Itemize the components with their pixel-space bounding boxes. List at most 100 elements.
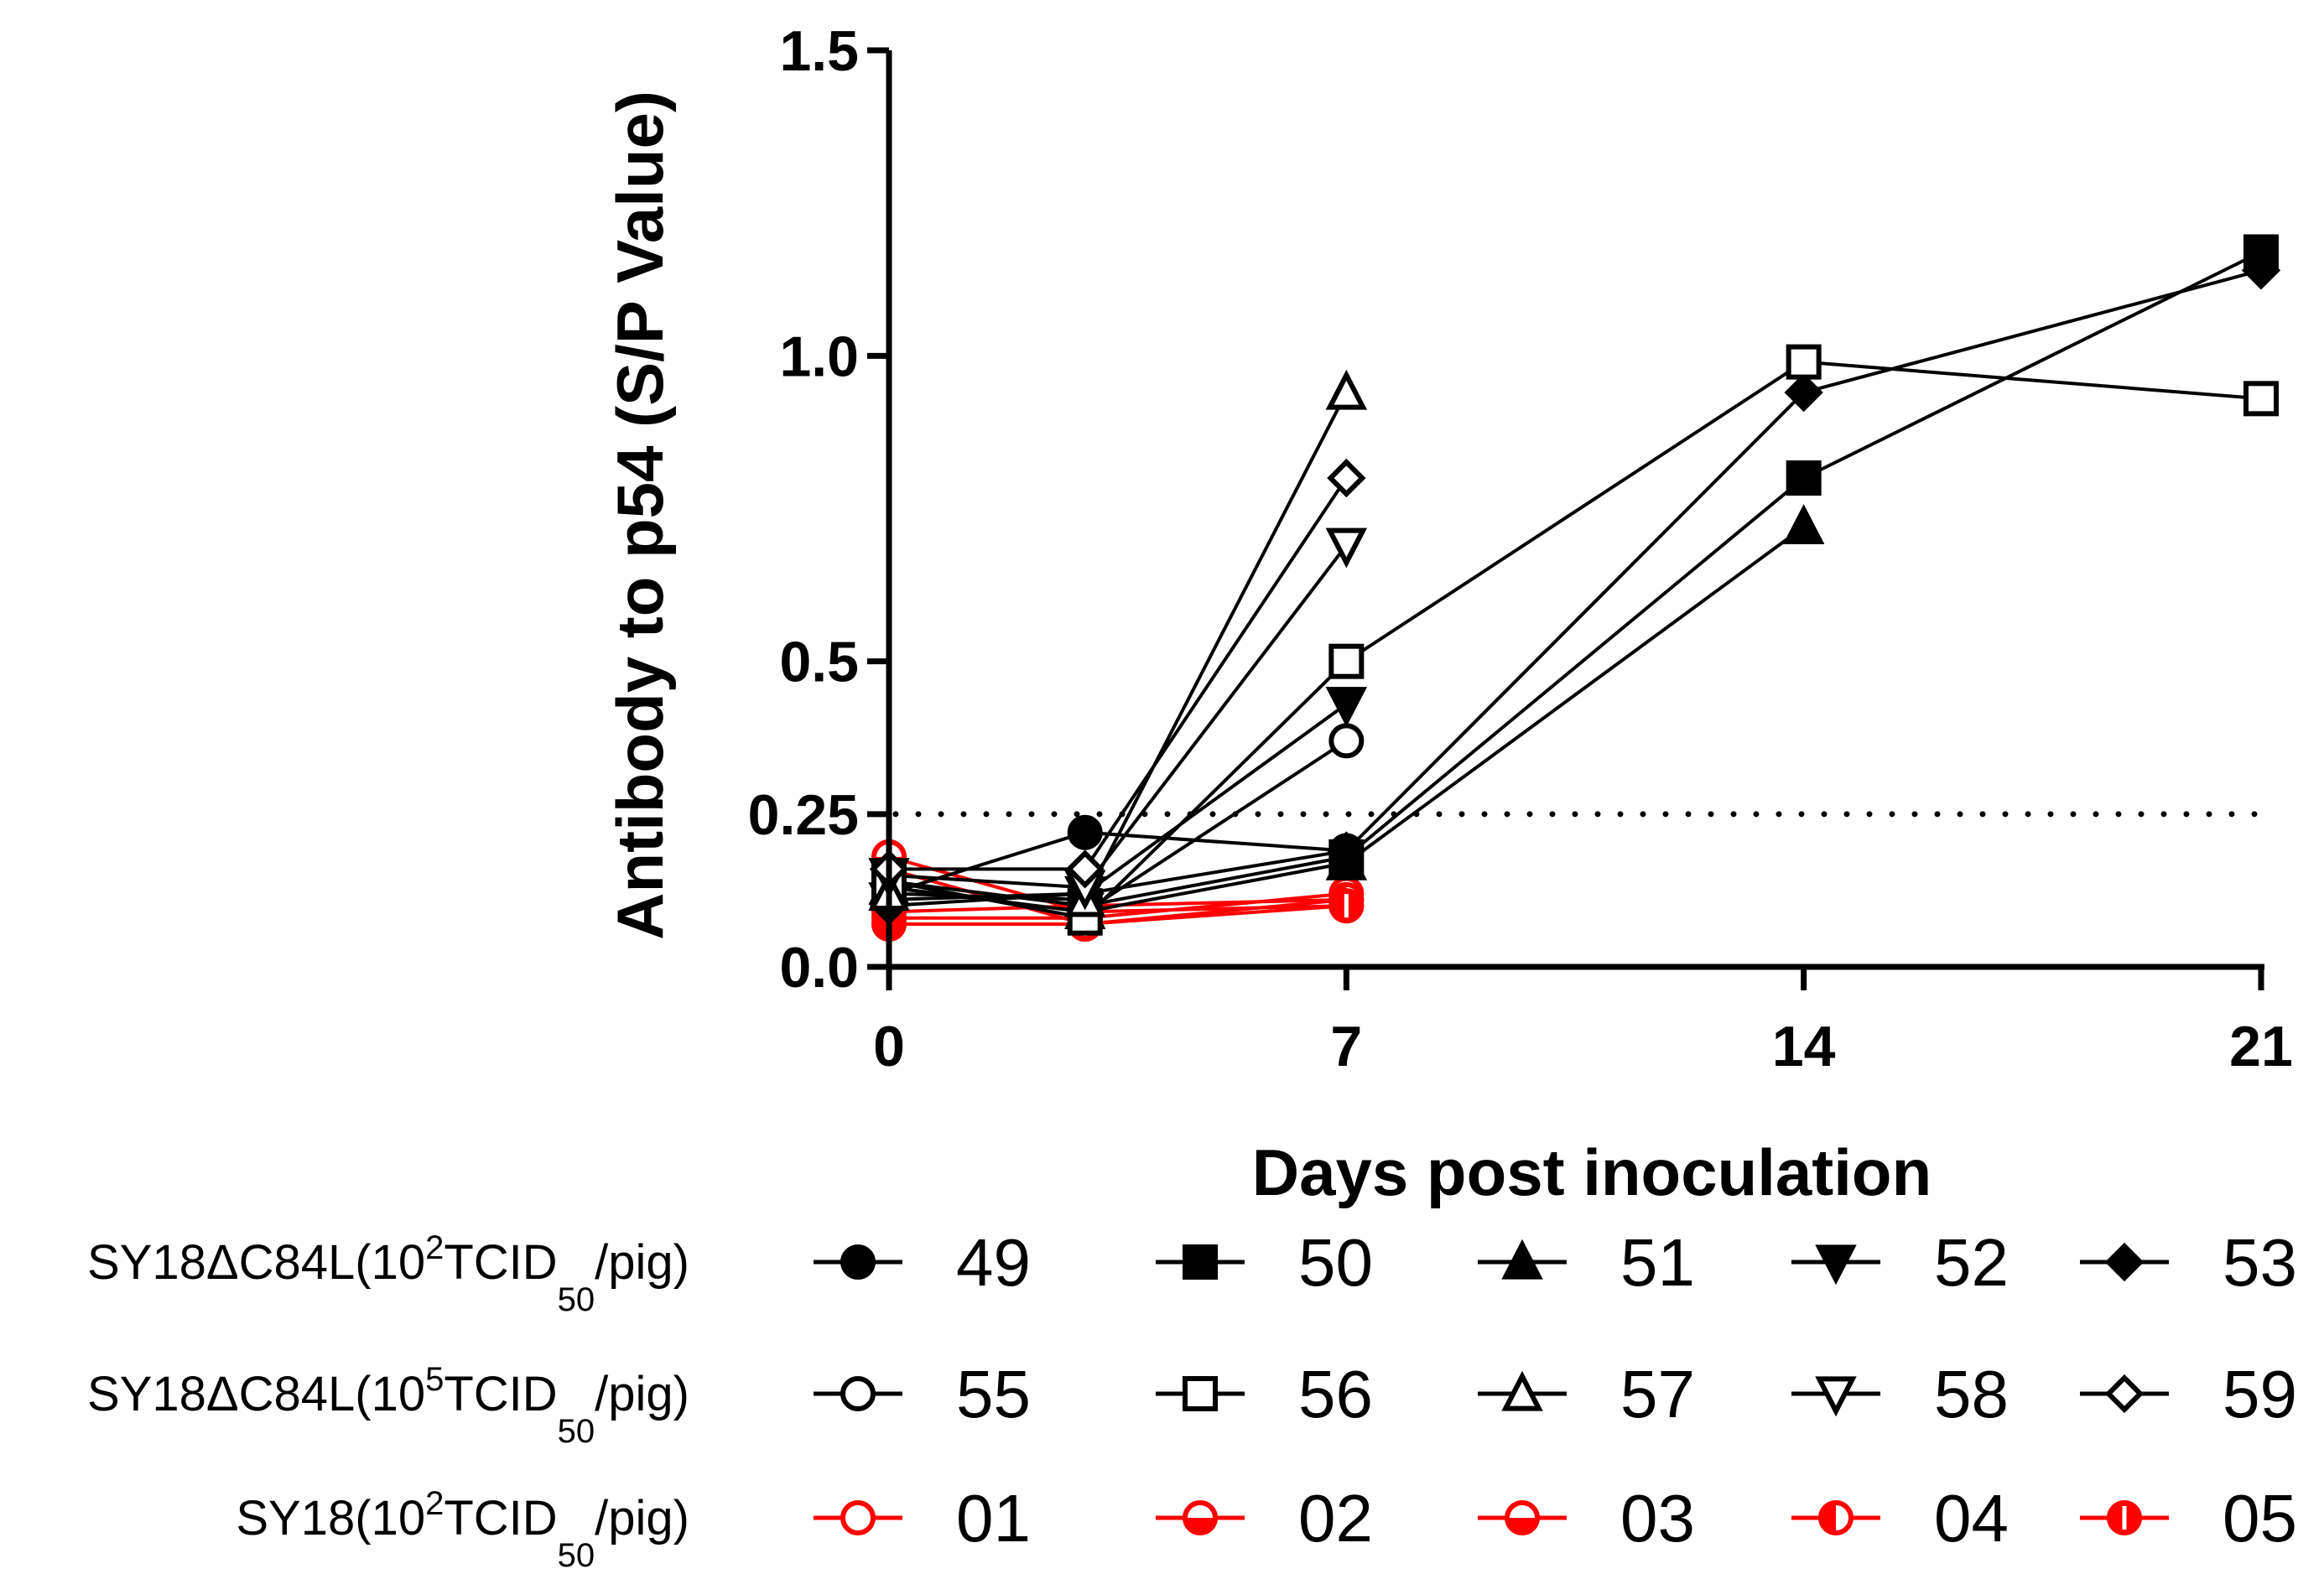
- data-point-50: [1786, 460, 1822, 496]
- data-point-57: [1325, 369, 1368, 410]
- data-point-53: [1327, 831, 1366, 870]
- legend-superscript: 2: [425, 1229, 444, 1266]
- legend-marker-03-fill: [1507, 1518, 1537, 1533]
- legend-item-59: 59: [2080, 1357, 2297, 1431]
- legend-marker-02-fill: [1185, 1518, 1215, 1533]
- data-point-56: [1786, 344, 1822, 380]
- series-markers-52: [868, 687, 1368, 923]
- legend-label-part: TCID: [444, 1235, 557, 1290]
- series-57: [888, 392, 1349, 901]
- legend-marker-50: [1183, 1244, 1218, 1280]
- series-53: [888, 268, 2262, 908]
- plot-area: [868, 234, 2281, 942]
- data-point-53: [1784, 372, 1823, 413]
- legend-marker-53: [2104, 1242, 2145, 1282]
- y-tick-label: 0.5: [779, 631, 859, 694]
- legend-group-label: SY18ΔC84L(105TCID50/pig): [87, 1361, 689, 1450]
- series-line-57: [888, 392, 1349, 901]
- legend-label-part: /pig): [595, 1367, 689, 1421]
- legend-series-name: 52: [1934, 1225, 2009, 1300]
- x-tick-label: 0: [873, 1015, 905, 1078]
- legend-marker-52: [1815, 1244, 1857, 1286]
- x-tick-label: 21: [2229, 1015, 2293, 1078]
- series-line-50: [888, 250, 2262, 908]
- legend-series-name: 05: [2223, 1481, 2297, 1556]
- legend-series-name: 49: [956, 1225, 1031, 1300]
- legend-marker-55: [840, 1376, 876, 1411]
- y-tick-label: 0.25: [748, 783, 859, 847]
- legend-item-03: 03: [1478, 1481, 1695, 1556]
- x-tick-label: 14: [1772, 1015, 1836, 1078]
- legend-label-part: SY18ΔC84L(10: [87, 1235, 425, 1290]
- legend-subscript: 50: [558, 1413, 595, 1450]
- data-point-52: [1325, 687, 1368, 727]
- legend-label-part: SY18(10: [236, 1491, 425, 1545]
- data-point-56: [2243, 381, 2279, 417]
- legend-group-label: SY18ΔC84L(102TCID50/pig): [87, 1229, 689, 1318]
- legend-item-56: 56: [1156, 1357, 1373, 1431]
- y-tick-label: 0.0: [779, 936, 859, 1000]
- legend-item-02: 02: [1156, 1481, 1373, 1556]
- legend-marker-51: [1501, 1239, 1543, 1280]
- series-59: [889, 476, 1348, 871]
- data-point-59: [1327, 458, 1366, 498]
- legend-group-label: SY18(102TCID50/pig): [236, 1485, 689, 1570]
- y-axis-title: Antibody to p54 (S/P Value): [603, 91, 677, 940]
- legend-label-part: SY18ΔC84L(10: [87, 1367, 425, 1421]
- legend-series-name: 55: [956, 1357, 1031, 1431]
- data-point-59: [1065, 849, 1105, 889]
- legend-series-name: 59: [2223, 1357, 2297, 1431]
- data-point-53: [2241, 251, 2281, 290]
- legend-superscript: 5: [425, 1361, 444, 1398]
- legend-series-name: 53: [2223, 1225, 2297, 1300]
- data-point-55: [1328, 723, 1365, 759]
- legend-superscript: 2: [425, 1485, 444, 1522]
- data-point-58: [1325, 527, 1368, 569]
- legend-marker-04-fill: [1821, 1503, 1836, 1533]
- legend-label-part: TCID: [444, 1367, 557, 1421]
- series-50: [888, 250, 2262, 908]
- series-line-59: [889, 476, 1348, 871]
- legend-marker-59: [2104, 1374, 2145, 1414]
- legend-item-04: 04: [1791, 1481, 2009, 1556]
- legend-item-52: 52: [1791, 1225, 2009, 1300]
- legend-item-49: 49: [814, 1225, 1031, 1300]
- legend-item-57: 57: [1478, 1357, 1695, 1431]
- legend-series-name: 58: [1934, 1357, 2009, 1431]
- legend-series-name: 04: [1934, 1481, 2009, 1556]
- legend-item-01: 01: [814, 1481, 1031, 1556]
- legend-series-name: 50: [1298, 1225, 1373, 1300]
- legend-series-name: 51: [1620, 1225, 1695, 1300]
- data-point-56: [1328, 643, 1365, 679]
- legend-series-name: 02: [1298, 1481, 1373, 1556]
- legend-marker-49: [840, 1244, 876, 1280]
- legend-item-50: 50: [1156, 1225, 1373, 1300]
- legend-series-name: 03: [1620, 1481, 1695, 1556]
- legend-subscript: 50: [558, 1537, 595, 1570]
- y-tick-label: 1.0: [779, 325, 859, 388]
- legend-series-name: 01: [956, 1481, 1031, 1556]
- legend-label-part: TCID: [444, 1491, 557, 1545]
- legend-marker-01: [840, 1500, 876, 1535]
- series-line-53: [888, 268, 2262, 908]
- x-axis-title: Days post inoculation: [1252, 1135, 1931, 1209]
- legend-subscript: 50: [558, 1281, 595, 1318]
- legend-item-55: 55: [814, 1357, 1031, 1431]
- legend-item-51: 51: [1478, 1225, 1695, 1300]
- legend-series-name: 56: [1298, 1357, 1373, 1431]
- x-tick-label: 7: [1330, 1015, 1362, 1078]
- data-point-49: [1067, 814, 1103, 850]
- legend-marker-58: [1815, 1376, 1857, 1417]
- legend-item-53: 53: [2080, 1225, 2297, 1300]
- legend-marker-56: [1183, 1376, 1218, 1411]
- legend: SY18ΔC84L(102TCID50/pig)SY18ΔC84L(105TCI…: [87, 1225, 2297, 1574]
- legend-item-58: 58: [1791, 1357, 2009, 1431]
- legend-label-part: /pig): [595, 1491, 689, 1545]
- data-point-51: [1782, 504, 1825, 544]
- legend-marker-57: [1501, 1370, 1543, 1411]
- legend-series-name: 57: [1620, 1357, 1695, 1431]
- legend-item-05: 05: [2080, 1481, 2297, 1556]
- y-tick-label: 1.5: [779, 19, 859, 83]
